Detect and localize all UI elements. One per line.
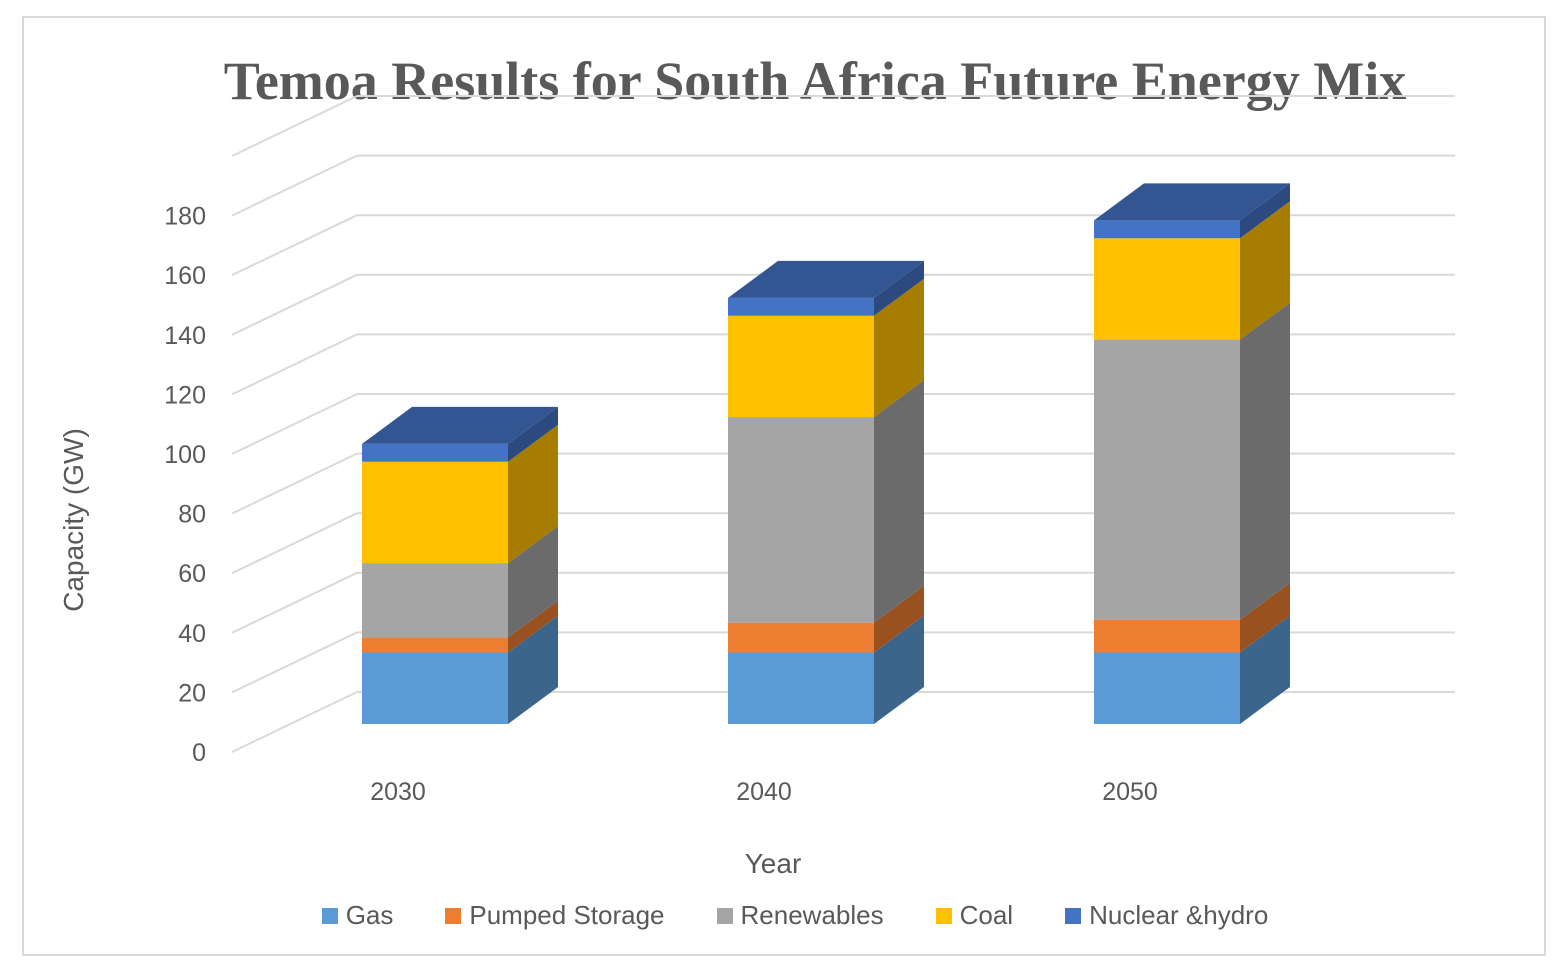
x-axis-label: Year — [744, 848, 802, 879]
bar-2040-nuclear-hydro-top — [728, 260, 924, 298]
gridline-depth — [231, 571, 358, 634]
y-tick-label: 80 — [178, 501, 206, 529]
legend-label-gas: Gas — [345, 900, 394, 930]
bar-2050-coal-side — [1240, 201, 1290, 340]
legend-swatch-pumped-storage — [445, 907, 462, 924]
bar-2040-renewables — [728, 417, 874, 623]
gridline-depth — [231, 95, 358, 157]
bar-2030-renewables — [362, 563, 508, 638]
bar-2050-pumped-storage — [1094, 619, 1240, 653]
legend-item-coal: Coal — [935, 900, 1014, 931]
gridline-depth — [231, 393, 358, 455]
bar-2030-coal — [362, 461, 508, 564]
x-tick-label-2050: 2050 — [1102, 778, 1158, 806]
bar-2030-nuclear-hydro-top — [362, 406, 558, 444]
y-tick-label: 160 — [164, 262, 206, 290]
bar-2050-nuclear-hydro-side — [1240, 183, 1290, 239]
gridline-depth — [231, 691, 358, 753]
bar-2050-renewables — [1094, 339, 1240, 620]
legend-item-pumped-storage: Pumped Storage — [445, 900, 665, 931]
legend-label-coal: Coal — [959, 900, 1014, 930]
chart-legend: Gas Pumped Storage Renewables Coal Nuclear &… — [0, 900, 1564, 931]
y-tick-label: 60 — [178, 560, 206, 588]
bar-2040-pumped-storage — [728, 622, 874, 653]
bar-2030-pumped-storage-side — [508, 600, 558, 653]
legend-item-nuclear-hydro: Nuclear &hydro — [1065, 900, 1268, 931]
legend-item-gas: Gas — [321, 900, 394, 931]
bar-2030-pumped-storage — [362, 637, 508, 653]
y-tick-label: 20 — [178, 679, 206, 707]
bar-2050-nuclear-hydro-top — [1094, 183, 1290, 221]
bar-2040-coal-side — [874, 278, 924, 418]
bar-2050-pumped-storage-side — [1240, 582, 1290, 653]
bar-2050-coal — [1094, 238, 1240, 340]
legend-label-renewables: Renewables — [740, 900, 884, 930]
y-tick-label: 0 — [192, 739, 206, 767]
chart-title: Temoa Results for South Africa Future En… — [223, 51, 1407, 111]
bar-2050-renewables-side — [1240, 302, 1290, 620]
legend-swatch-renewables — [716, 907, 733, 924]
x-tick-label-2030: 2030 — [370, 778, 426, 806]
bar-2050-nuclear-hydro — [1094, 220, 1240, 239]
gridline-depth — [231, 631, 358, 694]
bar-2030-nuclear-hydro — [362, 443, 508, 462]
bar-2030-gas — [362, 652, 508, 724]
legend-swatch-coal — [935, 907, 952, 924]
y-axis-label: Capacity (GW) — [58, 428, 89, 612]
bar-2030-renewables-side — [508, 526, 558, 638]
bar-2040-pumped-storage-side — [874, 585, 924, 653]
chart-frame — [22, 16, 1546, 956]
bar-2040-nuclear-hydro-side — [874, 260, 924, 316]
gridline-depth — [231, 512, 358, 575]
gridline-depth — [231, 452, 358, 515]
legend-item-renewables: Renewables — [716, 900, 884, 931]
legend-swatch-nuclear-hydro — [1065, 907, 1082, 924]
gridline-depth — [231, 154, 358, 217]
legend-label-pumped-storage: Pumped Storage — [469, 900, 665, 930]
bar-2040-nuclear-hydro — [728, 297, 874, 316]
y-tick-label: 140 — [164, 322, 206, 350]
x-tick-label-2040: 2040 — [736, 778, 792, 806]
bar-2030-coal-side — [508, 424, 558, 564]
bar-2040-renewables-side — [874, 380, 924, 623]
gridline-depth — [231, 214, 358, 277]
legend-label-nuclear-hydro: Nuclear &hydro — [1089, 900, 1269, 930]
bar-2050-gas-side — [1240, 615, 1290, 724]
y-tick-label: 100 — [164, 441, 206, 469]
bar-2030-nuclear-hydro-side — [508, 406, 558, 462]
bar-2030-gas-side — [508, 615, 558, 724]
y-tick-label: 40 — [178, 620, 206, 648]
bar-2050-gas — [1094, 652, 1240, 724]
bar-2040-coal — [728, 315, 874, 418]
gridline-depth — [231, 273, 358, 336]
bar-2040-gas-side — [874, 615, 924, 724]
y-tick-label: 120 — [164, 381, 206, 409]
y-tick-label: 180 — [164, 203, 206, 231]
gridline-depth — [231, 333, 358, 396]
bar-2040-gas — [728, 652, 874, 724]
legend-swatch-gas — [321, 907, 338, 924]
